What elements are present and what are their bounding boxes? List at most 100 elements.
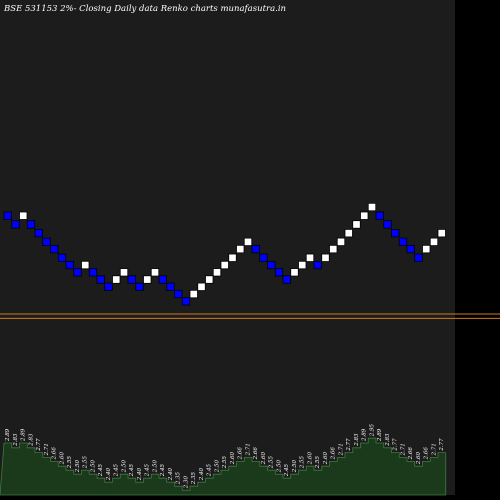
volume-label-28: 2.55 (222, 455, 228, 469)
volume-label-33: 2.60 (261, 451, 267, 465)
plot-background (0, 0, 455, 495)
volume-label-5: 2.71 (44, 443, 50, 456)
renko-brick-55 (429, 237, 439, 247)
volume-area (0, 437, 447, 496)
volume-label-27: 2.50 (214, 459, 220, 473)
volume-label-34: 2.55 (269, 455, 275, 469)
volume-label-45: 2.83 (354, 433, 360, 447)
renko-brick-44 (344, 228, 353, 238)
volume-label-40: 2.55 (315, 455, 321, 469)
renko-brick-15 (119, 268, 129, 277)
renko-brick-10 (81, 260, 90, 270)
renko-brick-4 (34, 228, 43, 238)
renko-brick-30 (236, 244, 245, 254)
volume-label-19: 2.50 (152, 459, 158, 473)
volume-label-36: 2.45 (284, 463, 290, 477)
renko-brick-5 (42, 237, 51, 247)
renko-brick-37 (290, 268, 299, 277)
renko-brick-8 (65, 260, 74, 270)
renko-brick-49 (383, 220, 392, 229)
renko-brick-11 (88, 268, 98, 277)
volume-label-23: 2.30 (183, 475, 189, 489)
renko-brick-3 (26, 220, 36, 229)
volume-label-49: 2.83 (385, 433, 391, 447)
volume-label-17: 2.40 (137, 467, 143, 481)
renko-brick-26 (205, 275, 214, 284)
renko-brick-17 (135, 282, 144, 291)
renko-brick-28 (220, 260, 229, 270)
renko-brick-45 (352, 220, 361, 229)
renko-brick-22 (174, 289, 183, 299)
renko-brick-34 (267, 260, 276, 270)
renko-brick-31 (243, 237, 253, 247)
volume-label-24: 2.35 (191, 471, 197, 485)
volume-label-18: 2.45 (145, 463, 151, 477)
volume-label-42: 2.66 (331, 447, 337, 461)
renko-brick-51 (398, 237, 408, 247)
renko-brick-46 (360, 211, 369, 220)
renko-brick-43 (336, 237, 346, 247)
volume-label-11: 2.50 (90, 459, 96, 473)
volume-label-22: 2.35 (176, 471, 182, 485)
volume-label-43: 2.71 (338, 443, 344, 456)
renko-brick-16 (127, 275, 136, 284)
volume-label-47: 2.95 (369, 423, 375, 437)
renko-bricks-layer (3, 202, 446, 306)
renko-brick-53 (414, 253, 423, 262)
renko-brick-40 (313, 260, 322, 270)
volume-label-15: 2.50 (121, 459, 127, 473)
volume-label-2: 2.89 (21, 428, 27, 442)
renko-brick-13 (104, 282, 113, 291)
volume-label-51: 2.71 (400, 443, 406, 456)
volume-label-32: 2.66 (253, 447, 259, 461)
volume-label-21: 2.40 (168, 467, 174, 481)
renko-brick-7 (57, 253, 67, 262)
volume-label-48: 2.89 (377, 428, 383, 442)
volume-label-50: 2.77 (393, 438, 399, 452)
renko-brick-48 (375, 211, 384, 220)
renko-brick-9 (73, 268, 82, 277)
volume-label-54: 2.66 (424, 447, 430, 461)
renko-brick-54 (422, 244, 431, 254)
renko-brick-1 (11, 220, 20, 229)
volume-label-53: 2.60 (416, 451, 422, 465)
volume-label-9: 2.50 (75, 459, 81, 473)
renko-brick-25 (197, 282, 206, 291)
renko-brick-12 (96, 275, 105, 284)
volume-label-30: 2.66 (238, 447, 244, 461)
volume-label-25: 2.40 (199, 467, 205, 481)
volume-label-10: 2.55 (83, 455, 89, 469)
renko-brick-50 (391, 228, 400, 238)
volume-label-41: 2.60 (323, 451, 329, 465)
volume-label-7: 2.60 (59, 451, 65, 465)
volume-label-31: 2.71 (245, 443, 251, 456)
renko-brick-14 (112, 275, 121, 284)
volume-label-1: 2.83 (13, 433, 19, 447)
volume-label-39: 2.60 (307, 451, 313, 465)
volume-label-4: 2.77 (36, 438, 42, 452)
renko-brick-39 (305, 253, 315, 262)
volume-label-37: 2.50 (292, 459, 298, 473)
renko-brick-21 (166, 282, 175, 291)
renko-brick-19 (150, 268, 160, 277)
volume-label-38: 2.55 (300, 455, 306, 469)
renko-brick-2 (19, 211, 28, 220)
renko-brick-36 (282, 275, 291, 284)
volume-area-layer (0, 437, 447, 496)
renko-brick-6 (50, 244, 59, 254)
renko-brick-18 (143, 275, 152, 284)
volume-label-16: 2.45 (129, 463, 135, 477)
volume-label-35: 2.50 (276, 459, 282, 473)
renko-brick-33 (259, 253, 268, 262)
volume-label-29: 2.60 (230, 451, 236, 465)
renko-brick-35 (274, 268, 284, 277)
renko-brick-38 (298, 260, 307, 270)
renko-brick-47 (367, 202, 377, 212)
renko-brick-32 (251, 244, 260, 254)
renko-brick-0 (3, 211, 12, 220)
renko-brick-27 (212, 268, 222, 277)
volume-label-55: 2.71 (431, 443, 437, 456)
renko-brick-56 (437, 228, 446, 238)
